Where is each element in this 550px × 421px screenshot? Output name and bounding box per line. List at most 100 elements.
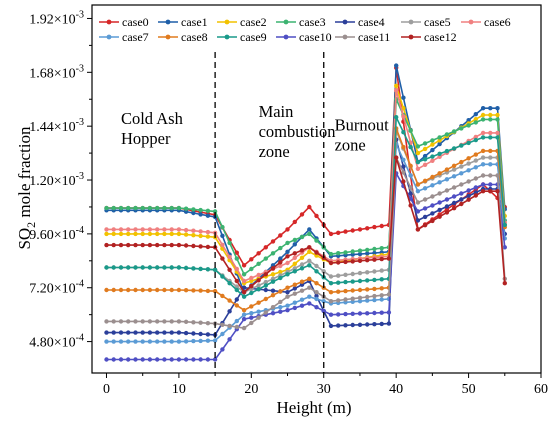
data-point [401, 106, 406, 111]
x-tick-label: 0 [103, 382, 110, 397]
data-point [299, 266, 305, 271]
data-point [328, 323, 334, 329]
data-point [183, 288, 189, 293]
data-point [408, 163, 413, 168]
data-point [415, 166, 421, 171]
data-point [394, 83, 399, 89]
data-point [205, 208, 211, 213]
data-point [270, 272, 276, 277]
data-point [249, 320, 254, 326]
data-point [205, 229, 211, 235]
data-point [140, 330, 145, 335]
data-point [169, 265, 174, 270]
data-point [198, 233, 203, 239]
data-point [379, 256, 384, 262]
data-point [357, 270, 363, 276]
data-point [212, 288, 218, 294]
data-point [220, 233, 225, 238]
data-point [430, 147, 435, 153]
data-point [350, 259, 355, 264]
data-point [241, 285, 247, 290]
data-point [234, 287, 239, 293]
data-point [198, 357, 203, 362]
data-point [234, 324, 239, 330]
data-point [292, 255, 297, 260]
data-point [357, 322, 363, 327]
data-point [241, 308, 247, 313]
data-point [408, 191, 413, 196]
data-point [307, 276, 312, 281]
data-point [379, 286, 384, 291]
data-point [198, 212, 203, 217]
data-point [220, 242, 225, 247]
data-point [270, 293, 276, 298]
x-tick-label: 40 [389, 382, 403, 397]
data-point [176, 227, 182, 232]
data-point [437, 171, 442, 176]
series-case1 [104, 63, 507, 295]
data-point [285, 227, 290, 232]
data-point [183, 243, 189, 248]
data-point [220, 347, 225, 352]
data-point [379, 297, 384, 302]
data-point [343, 272, 348, 277]
data-point [285, 303, 290, 308]
data-point [234, 256, 239, 261]
data-point [241, 290, 247, 295]
data-point [155, 265, 160, 270]
data-point [451, 163, 457, 168]
data-point [285, 308, 290, 313]
data-point [437, 141, 442, 147]
data-point [379, 223, 384, 229]
data-point [241, 294, 247, 299]
data-point [466, 168, 471, 173]
data-point [350, 271, 355, 277]
data-point [111, 287, 116, 293]
data-point [430, 218, 435, 224]
data-point [422, 178, 428, 183]
data-point [133, 231, 138, 237]
data-point [451, 200, 457, 206]
data-point [118, 265, 124, 270]
data-point [372, 293, 377, 299]
data-point [111, 357, 116, 362]
data-point [263, 283, 268, 288]
data-point [299, 234, 305, 240]
data-point [147, 319, 153, 324]
data-point [292, 242, 297, 247]
data-point [263, 245, 268, 250]
legend-marker [283, 34, 289, 40]
data-point [328, 290, 334, 295]
data-point [357, 227, 363, 232]
data-point [473, 185, 478, 190]
data-point [488, 106, 493, 111]
data-point [307, 263, 312, 268]
data-point [205, 234, 211, 239]
data-point [220, 293, 225, 299]
data-point [495, 173, 500, 178]
data-point [408, 203, 413, 208]
data-point [480, 189, 486, 194]
data-point [357, 311, 363, 316]
data-point [249, 275, 254, 281]
data-point [336, 323, 341, 328]
data-point [263, 296, 268, 302]
data-point [263, 310, 268, 315]
legend-label: case7 [122, 30, 149, 44]
series-case11 [104, 155, 507, 331]
data-point [155, 242, 160, 248]
data-point [147, 242, 153, 248]
data-point [343, 250, 348, 255]
data-point [227, 240, 232, 246]
data-point [430, 194, 435, 199]
data-point [372, 277, 377, 283]
data-point [480, 162, 486, 167]
data-point [133, 265, 138, 270]
legend-label: case10 [299, 30, 332, 44]
legend-item-case7: case7 [99, 30, 149, 44]
data-point [422, 157, 428, 162]
data-point [314, 250, 319, 255]
legend-marker [165, 34, 171, 40]
x-tick-label: 50 [462, 382, 476, 397]
data-point [357, 287, 363, 293]
